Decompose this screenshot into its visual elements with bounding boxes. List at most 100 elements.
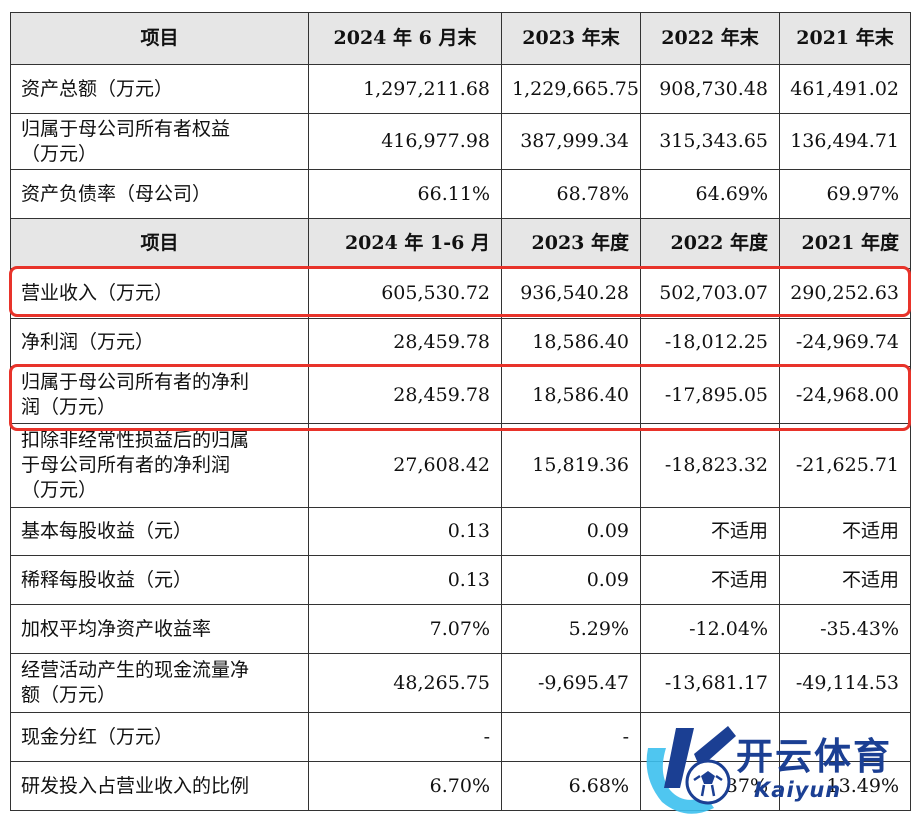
row-label-line: 润（万元） (21, 396, 117, 418)
cell-value: 不适用 (779, 555, 911, 605)
cell-value: 不适用 (640, 507, 780, 556)
cell-value: 605,530.72 (308, 268, 502, 319)
cell-value: 908,730.48 (640, 64, 780, 114)
cell-value: 27,608.42 (308, 423, 502, 508)
column-header-2021-end: 2021 年末 (779, 12, 911, 65)
row-label: 资产总额（万元） (10, 64, 309, 114)
cell-value: 64.69% (640, 169, 780, 219)
cell-value: -18,823.32 (640, 423, 780, 508)
cell-value: 68.78% (501, 169, 641, 219)
cell-value: 6.70% (308, 761, 502, 811)
cell-value: -17,895.05 (640, 366, 780, 424)
cell-value: -24,969.74 (779, 318, 911, 367)
cell-value: -13,681.17 (640, 653, 780, 713)
row-label: 归属于母公司所有者的净利 润（万元） (10, 366, 309, 424)
cell-value: 不适用 (779, 507, 911, 556)
column-header-2022-end: 2022 年末 (640, 12, 780, 65)
cell-value: 18,586.40 (501, 318, 641, 367)
cell-value: -18,012.25 (640, 318, 780, 367)
row-label-line: （万元） (21, 142, 98, 165)
table-row-parent-equity: 归属于母公司所有者权益 （万元） 416,977.98 387,999.34 3… (10, 113, 911, 170)
cell-value: - (501, 712, 641, 762)
table-row-cash-dividend: 现金分红（万元） - - (10, 712, 911, 762)
cell-value: 28,459.78 (308, 366, 502, 424)
row-label: 扣除非经常性损益后的归属 于母公司所有者的净利润 （万元） (10, 423, 309, 508)
financial-data-table: 项目 2024 年 6 月末 2023 年末 2022 年末 2021 年末 资… (10, 12, 911, 811)
cell-value: 315,343.65 (640, 113, 780, 170)
row-label-line: 扣除非经常性损益后的归属 (21, 429, 250, 451)
column-header-2024h1-end: 2024 年 6 月末 (308, 12, 502, 65)
cell-value: -21,625.71 (779, 423, 911, 508)
cell-value: 15,819.36 (501, 423, 641, 508)
cell-value: 290,252.63 (779, 268, 911, 319)
table-row-revenue: 营业收入（万元） 605,530.72 936,540.28 502,703.0… (10, 268, 911, 319)
row-label: 研发投入占营业收入的比例 (10, 761, 309, 811)
column-header-2021: 2021 年度 (779, 218, 911, 269)
cell-value: -12.04% (640, 604, 780, 654)
cell-value: 0.09 (501, 507, 641, 556)
row-label-line: 归属于母公司所有者权益 (21, 117, 231, 140)
cell-value: 1,297,211.68 (308, 64, 502, 114)
table-row-roe: 加权平均净资产收益率 7.07% 5.29% -12.04% -35.43% (10, 604, 911, 654)
cell-value: -24,968.00 (779, 366, 911, 424)
cell-value: 0.09 (501, 555, 641, 605)
cell-value (779, 712, 911, 762)
table-row-debt-ratio: 资产负债率（母公司） 66.11% 68.78% 64.69% 69.97% (10, 169, 911, 219)
column-header-2023: 2023 年度 (501, 218, 641, 269)
column-header-2024h1: 2024 年 1-6 月 (308, 218, 502, 269)
table-row-diluted-eps: 稀释每股收益（元） 0.13 0.09 不适用 不适用 (10, 555, 911, 605)
row-label-line: 额（万元） (21, 684, 117, 706)
cell-value: 11.37% (640, 761, 780, 811)
row-label: 营业收入（万元） (10, 268, 309, 319)
column-header-item: 项目 (10, 12, 309, 65)
cell-value: 13.49% (779, 761, 911, 811)
row-label: 现金分红（万元） (10, 712, 309, 762)
row-label: 净利润（万元） (10, 318, 309, 367)
cell-value: 0.13 (308, 507, 502, 556)
cell-value: 136,494.71 (779, 113, 911, 170)
cell-value: 1,229,665.75 (501, 64, 641, 114)
column-header-2023-end: 2023 年末 (501, 12, 641, 65)
cell-value: 18,586.40 (501, 366, 641, 424)
row-label: 稀释每股收益（元） (10, 555, 309, 605)
row-label-line: 于母公司所有者的净利润 (21, 454, 231, 476)
table-row-parent-net-profit: 归属于母公司所有者的净利 润（万元） 28,459.78 18,586.40 -… (10, 366, 911, 424)
row-label: 基本每股收益（元） (10, 507, 309, 556)
cell-value: 416,977.98 (308, 113, 502, 170)
cell-value: - (308, 712, 502, 762)
table-row-rd-ratio: 研发投入占营业收入的比例 6.70% 6.68% 11.37% 13.49% (10, 761, 911, 811)
cell-value: 936,540.28 (501, 268, 641, 319)
row-label: 归属于母公司所有者权益 （万元） (10, 113, 309, 170)
cell-value: 387,999.34 (501, 113, 641, 170)
row-label-line: 归属于母公司所有者的净利 (21, 371, 250, 393)
row-label: 资产负债率（母公司） (10, 169, 309, 219)
cell-value: 502,703.07 (640, 268, 780, 319)
table-row-net-profit: 净利润（万元） 28,459.78 18,586.40 -18,012.25 -… (10, 318, 911, 367)
cell-value: -35.43% (779, 604, 911, 654)
cell-value: 66.11% (308, 169, 502, 219)
cell-value: 48,265.75 (308, 653, 502, 713)
row-label: 加权平均净资产收益率 (10, 604, 309, 654)
cell-value (640, 712, 780, 762)
table-row-basic-eps: 基本每股收益（元） 0.13 0.09 不适用 不适用 (10, 507, 911, 556)
cell-value: 461,491.02 (779, 64, 911, 114)
cell-value: 28,459.78 (308, 318, 502, 367)
column-header-item: 项目 (10, 218, 309, 269)
cell-value: 不适用 (640, 555, 780, 605)
table-row-total-assets: 资产总额（万元） 1,297,211.68 1,229,665.75 908,7… (10, 64, 911, 114)
cell-value: 6.68% (501, 761, 641, 811)
cell-value: -49,114.53 (779, 653, 911, 713)
row-label-line: 经营活动产生的现金流量净 (21, 659, 250, 681)
cell-value: 7.07% (308, 604, 502, 654)
column-header-2022: 2022 年度 (640, 218, 780, 269)
row-label-line: （万元） (21, 479, 98, 501)
income-header-row: 项目 2024 年 1-6 月 2023 年度 2022 年度 2021 年度 (10, 218, 911, 269)
balance-header-row: 项目 2024 年 6 月末 2023 年末 2022 年末 2021 年末 (10, 12, 911, 65)
cell-value: 69.97% (779, 169, 911, 219)
cell-value: 0.13 (308, 555, 502, 605)
table-row-operating-cash-flow: 经营活动产生的现金流量净 额（万元） 48,265.75 -9,695.47 -… (10, 653, 911, 713)
cell-value: 5.29% (501, 604, 641, 654)
table-row-deducted-net-profit: 扣除非经常性损益后的归属 于母公司所有者的净利润 （万元） 27,608.42 … (10, 423, 911, 508)
cell-value: -9,695.47 (501, 653, 641, 713)
row-label: 经营活动产生的现金流量净 额（万元） (10, 653, 309, 713)
